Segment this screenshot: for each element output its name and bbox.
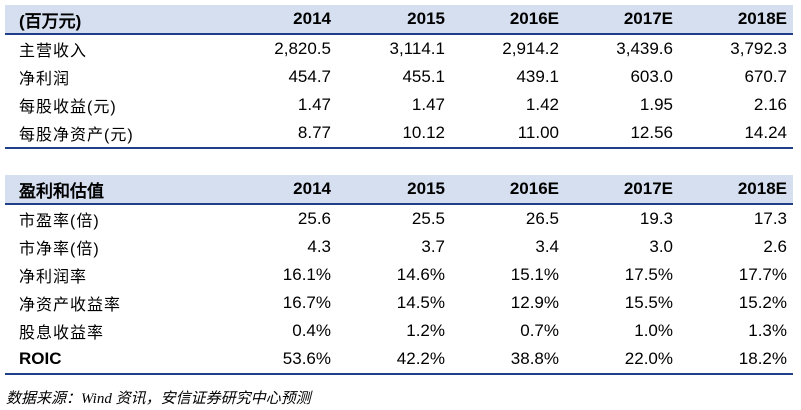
cell-value: 439.1 (516, 67, 559, 86)
header-label: (百万元) (19, 11, 82, 31)
table-header-row: 盈利和估值 2014 2015 2016E 2017E 2018E (5, 175, 793, 204)
header-year: 2016E (509, 9, 559, 28)
header-year: 2018E (737, 9, 787, 28)
table-row: 净利润 454.7 455.1 439.1 603.0 670.7 (5, 63, 793, 91)
row-label: 市净率(倍) (19, 241, 100, 258)
cell-value: 1.3% (748, 321, 787, 340)
table-row: ROIC 53.6% 42.2% 38.8% 22.0% 18.2% (5, 345, 793, 374)
cell-value: 16.7% (282, 293, 331, 312)
cell-value: 0.7% (520, 321, 559, 340)
header-year: 2014 (293, 179, 331, 198)
cell-value: 10.12 (402, 123, 445, 142)
cell-value: 3,792.3 (730, 39, 787, 58)
cell-value: 15.5% (624, 293, 673, 312)
cell-value: 16.1% (282, 265, 331, 284)
table-header-row: (百万元) 2014 2015 2016E 2017E 2018E (5, 5, 793, 34)
cell-value: 14.24 (744, 123, 787, 142)
cell-value: 3.7 (421, 237, 445, 256)
cell-value: 1.0% (634, 321, 673, 340)
row-label: ROIC (19, 349, 62, 368)
header-year: 2017E (623, 179, 673, 198)
row-label: 净资产收益率 (19, 297, 122, 314)
row-label: 每股净资产(元) (19, 127, 134, 144)
cell-value: 25.6 (297, 209, 331, 228)
header-label: 盈利和估值 (19, 181, 104, 201)
cell-value: 4.3 (307, 237, 331, 256)
cell-value: 17.5% (624, 265, 673, 284)
table-row: 主营收入 2,820.5 3,114.1 2,914.2 3,439.6 3,792.3 (5, 34, 793, 63)
header-year: 2017E (623, 9, 673, 28)
row-label: 市盈率(倍) (19, 213, 100, 230)
cell-value: 454.7 (288, 67, 331, 86)
cell-value: 2,820.5 (274, 39, 331, 58)
cell-value: 12.56 (630, 123, 673, 142)
header-year: 2014 (293, 9, 331, 28)
cell-value: 603.0 (630, 67, 673, 86)
cell-value: 0.4% (292, 321, 331, 340)
cell-value: 12.9% (510, 293, 559, 312)
cell-value: 17.7% (738, 265, 787, 284)
row-label: 股息收益率 (19, 325, 105, 342)
row-label: 净利润 (19, 71, 71, 88)
cell-value: 15.1% (510, 265, 559, 284)
cell-value: 3.4 (535, 237, 559, 256)
row-label: 每股收益(元) (19, 99, 117, 116)
header-year: 2016E (509, 179, 559, 198)
cell-value: 38.8% (510, 349, 559, 368)
table-row: 每股收益(元) 1.47 1.47 1.42 1.95 2.16 (5, 91, 793, 119)
row-label: 净利润率 (19, 269, 88, 286)
table-row: 市盈率(倍) 25.6 25.5 26.5 19.3 17.3 (5, 204, 793, 233)
profitability-valuation-table: 盈利和估值 2014 2015 2016E 2017E 2018E 市盈率(倍) 25.6 2… (5, 175, 793, 375)
cell-value: 1.42 (525, 95, 559, 114)
cell-value: 2.16 (753, 95, 787, 114)
cell-value: 19.3 (639, 209, 673, 228)
cell-value: 3.0 (649, 237, 673, 256)
financial-summary-table: (百万元) 2014 2015 2016E 2017E 2018E 主营收入 2,820.5… (5, 5, 793, 149)
table-row: 净资产收益率 16.7% 14.5% 12.9% 15.5% 15.2% (5, 289, 793, 317)
cell-value: 3,439.6 (616, 39, 673, 58)
cell-value: 1.47 (411, 95, 445, 114)
cell-value: 17.3 (753, 209, 787, 228)
cell-value: 455.1 (402, 67, 445, 86)
table-row: 市净率(倍) 4.3 3.7 3.4 3.0 2.6 (5, 233, 793, 261)
cell-value: 14.6% (396, 265, 445, 284)
header-year: 2015 (407, 179, 445, 198)
cell-value: 26.5 (525, 209, 559, 228)
header-year: 2015 (407, 9, 445, 28)
cell-value: 22.0% (624, 349, 673, 368)
cell-value: 1.47 (297, 95, 331, 114)
table-row: 净利润率 16.1% 14.6% 15.1% 17.5% 17.7% (5, 261, 793, 289)
cell-value: 15.2% (738, 293, 787, 312)
table-row: 股息收益率 0.4% 1.2% 0.7% 1.0% 1.3% (5, 317, 793, 345)
data-source-note: 数据来源：Wind 资讯，安信证券研究中心预测 (6, 391, 311, 407)
cell-value: 3,114.1 (389, 39, 445, 58)
cell-value: 14.5% (396, 293, 445, 312)
header-year: 2018E (737, 179, 787, 198)
cell-value: 42.2% (396, 349, 445, 368)
table-row: 每股净资产(元) 8.77 10.12 11.00 12.56 14.24 (5, 119, 793, 148)
cell-value: 18.2% (738, 349, 787, 368)
cell-value: 53.6% (282, 349, 331, 368)
row-label: 主营收入 (19, 43, 88, 60)
cell-value: 1.2% (406, 321, 445, 340)
cell-value: 670.7 (744, 67, 787, 86)
cell-value: 2,914.2 (502, 39, 559, 58)
cell-value: 11.00 (517, 123, 559, 142)
cell-value: 8.77 (297, 123, 331, 142)
cell-value: 2.6 (763, 237, 787, 256)
cell-value: 1.95 (639, 95, 673, 114)
cell-value: 25.5 (411, 209, 445, 228)
